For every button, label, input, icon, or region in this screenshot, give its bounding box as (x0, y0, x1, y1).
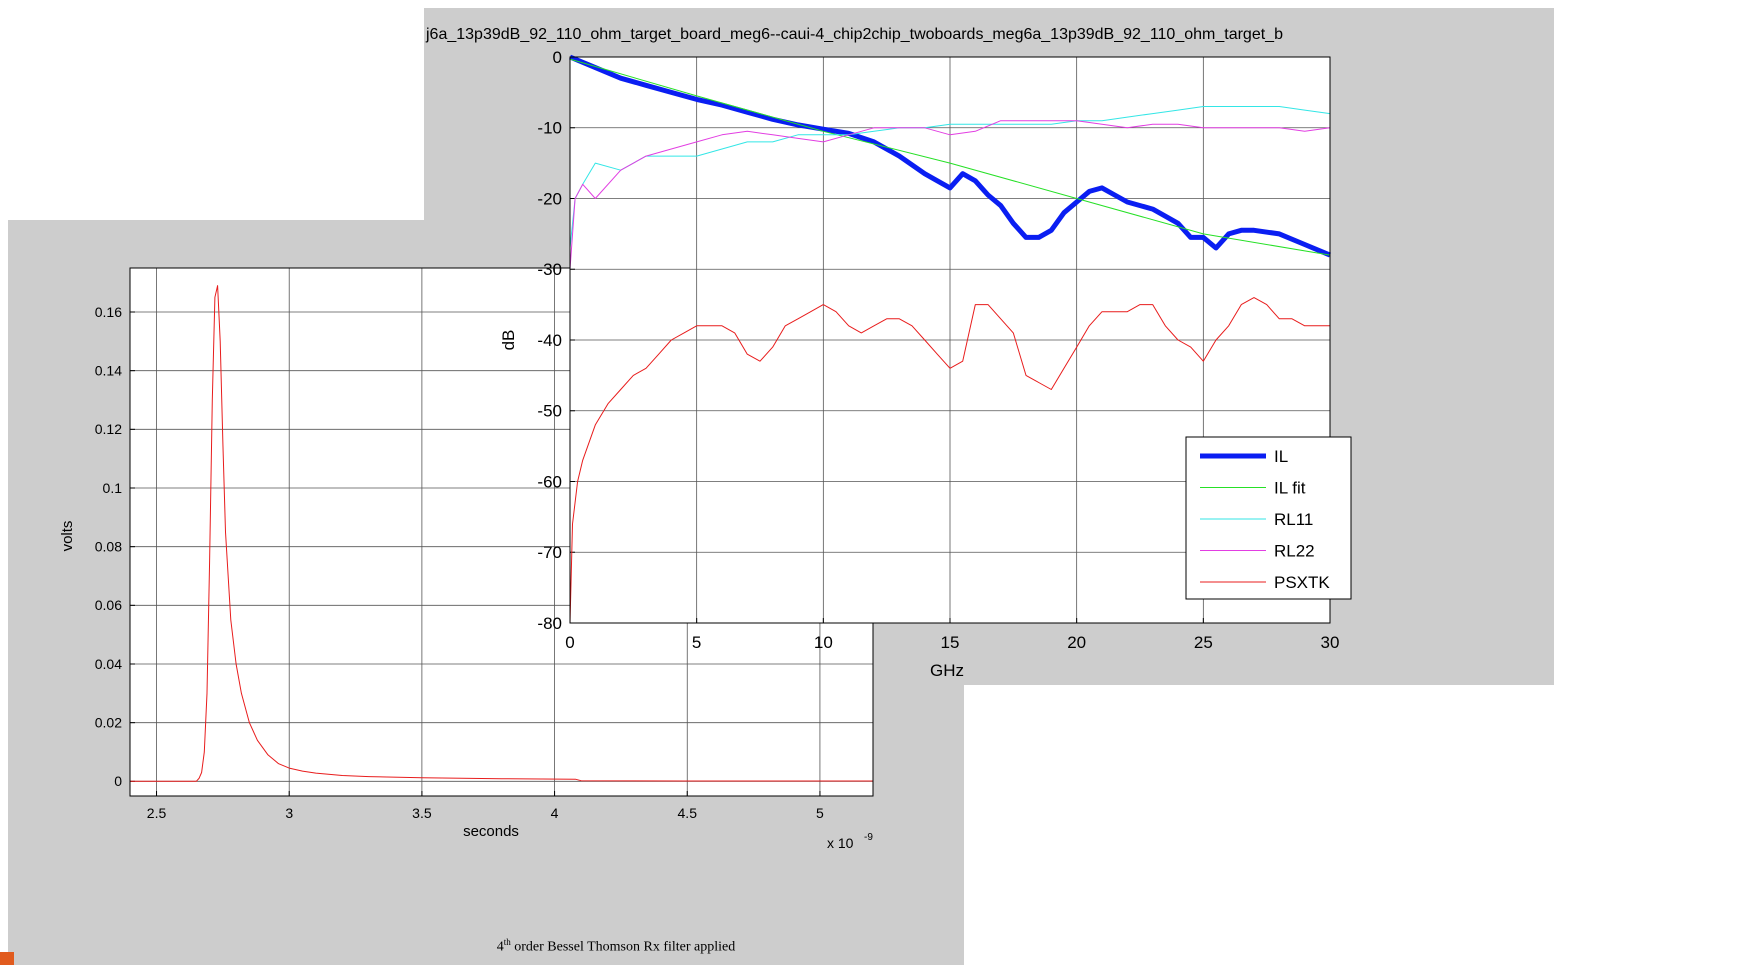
y-tick-label: 0.02 (95, 715, 122, 731)
caption-number: 4 (496, 939, 504, 955)
x-tick-label: 3.5 (412, 805, 432, 821)
legend-label: IL fit (1274, 479, 1306, 498)
y-tick-label: -80 (537, 614, 562, 633)
x-tick-label: 5 (692, 633, 701, 652)
y-tick-label: -50 (537, 402, 562, 421)
y-tick-label: 0.08 (95, 539, 122, 555)
series-line-rl22 (569, 120, 1331, 270)
y-tick-label: 0.1 (103, 480, 123, 496)
x-tick-label: 25 (1194, 633, 1213, 652)
y-tick-label: -60 (537, 472, 562, 491)
y-tick-label: 0 (114, 773, 122, 789)
y-tick-label: -40 (537, 331, 562, 350)
caption-text: order Bessel Thomson Rx filter applied (510, 939, 736, 955)
x-tick-label: 0 (565, 633, 574, 652)
legend-box (1185, 436, 1352, 600)
legend-label: RL11 (1274, 510, 1313, 529)
y-axis-label: dB (499, 330, 518, 351)
y-tick-label: 0.06 (95, 597, 122, 613)
y-axis-label: volts (59, 521, 76, 552)
x-tick-label: 4 (551, 805, 559, 821)
x-axis-label: GHz (930, 661, 964, 680)
x-tick-label: 4.5 (678, 805, 698, 821)
x-tick-label: 15 (941, 633, 960, 652)
legend-label: RL22 (1274, 542, 1315, 561)
filter-caption: 4th order Bessel Thomson Rx filter appli… (306, 937, 926, 956)
y-tick-label: 0.14 (95, 363, 122, 379)
y-tick-label: 0.12 (95, 421, 122, 437)
caption-superscript: th (503, 937, 511, 947)
x-multiplier-label: x 10 (827, 835, 854, 851)
y-tick-label: -30 (537, 260, 562, 279)
x-tick-label: 3 (285, 805, 293, 821)
x-multiplier-exponent: -9 (864, 832, 873, 843)
y-tick-label: 0.04 (95, 656, 122, 672)
x-tick-label: 10 (814, 633, 833, 652)
x-tick-label: 20 (1067, 633, 1086, 652)
x-tick-label: 2.5 (147, 805, 167, 821)
slide-accent-mark (0, 952, 14, 965)
series-line-psxtk (569, 297, 1330, 624)
series-line-il-fit (569, 58, 1331, 256)
legend-label: IL (1274, 447, 1288, 466)
series-line-il (569, 54, 1331, 258)
x-tick-label: 30 (1321, 633, 1340, 652)
y-tick-label: -70 (537, 543, 562, 562)
legend-label: PSXTK (1274, 573, 1330, 592)
x-tick-label: 5 (816, 805, 824, 821)
y-tick-label: -10 (537, 119, 562, 138)
y-tick-label: -20 (537, 189, 562, 208)
x-axis-label: seconds (463, 823, 519, 840)
plot-frame (569, 56, 1331, 624)
y-tick-label: 0 (553, 48, 562, 67)
chart-title: j6a_13p39dB_92_110_ohm_target_board_meg6… (425, 26, 1283, 43)
y-tick-label: 0.16 (95, 304, 122, 320)
series-line (130, 285, 873, 782)
